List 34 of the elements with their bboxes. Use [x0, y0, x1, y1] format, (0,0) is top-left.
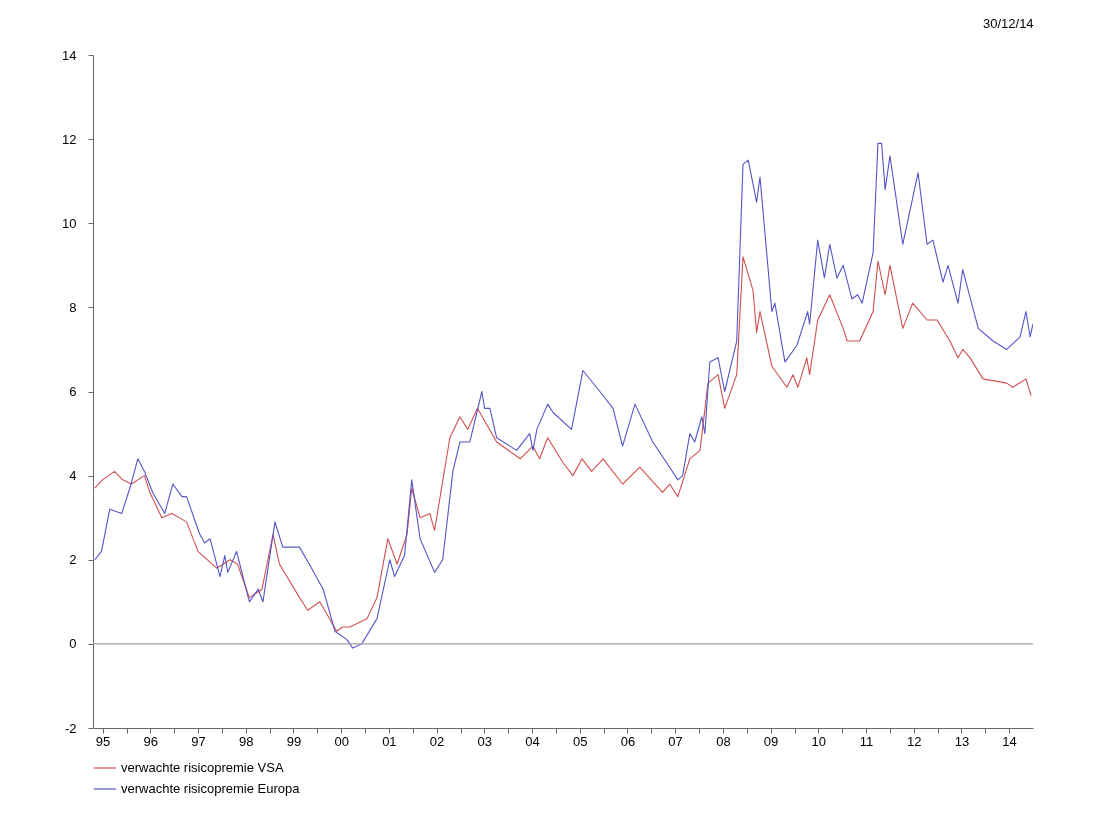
x-tick-label: 03 — [477, 733, 492, 749]
x-tick-label: 00 — [334, 733, 349, 749]
x-tick-label: 11 — [859, 733, 874, 749]
x-tick-label: 04 — [525, 733, 540, 749]
y-tick-label: 14 — [62, 47, 77, 63]
x-tick-label: 98 — [238, 733, 254, 749]
y-tick-label: 6 — [69, 384, 77, 399]
y-tick-label: 0 — [69, 636, 77, 652]
y-tick-label: 10 — [62, 215, 77, 231]
x-tick-label: 06 — [620, 733, 636, 749]
x-tick-label: 07 — [668, 733, 683, 749]
y-tick-label: 2 — [69, 552, 77, 568]
line-series — [94, 142, 1033, 649]
x-tick-label: 02 — [429, 733, 445, 749]
x-tick-label: 97 — [191, 733, 206, 749]
x-tick-label: 99 — [286, 733, 302, 749]
y-tick-label: 12 — [62, 131, 77, 147]
x-tick-label: 09 — [763, 733, 779, 749]
text: 30/12/14 — [982, 16, 1034, 31]
x-tick-label: 14 — [1002, 733, 1017, 749]
line-series — [94, 256, 1032, 632]
legend-label: verwachte risicopremie Europa — [121, 781, 301, 796]
y-tick-label: -2 — [64, 720, 77, 736]
x-tick-label: 95 — [95, 733, 111, 749]
x-tick-label: 10 — [811, 733, 826, 749]
y-tick-label: 8 — [69, 299, 77, 315]
x-tick-label: 05 — [572, 733, 588, 749]
x-tick-label: 08 — [716, 733, 731, 749]
x-tick-label: 01 — [382, 733, 397, 749]
legend-label: verwachte risicopremie VSA — [121, 760, 284, 775]
x-tick-label: 13 — [954, 733, 970, 749]
x-tick-label: 12 — [907, 733, 922, 749]
x-tick-label: 96 — [143, 733, 159, 749]
y-tick-label: 4 — [69, 468, 77, 484]
